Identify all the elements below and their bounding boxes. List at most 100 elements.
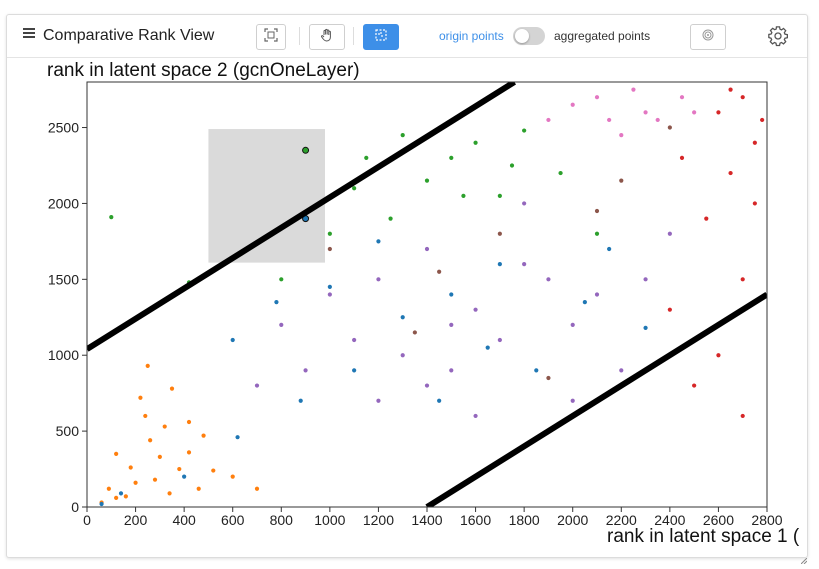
panel-header: Comparative Rank View origin points aggr… — [7, 15, 807, 58]
resize-handle[interactable] — [800, 551, 808, 569]
data-point — [352, 368, 357, 373]
y-axis-label: rank in latent space 2 (gcnOneLayer) — [47, 60, 360, 81]
x-tick-label: 1200 — [363, 512, 394, 528]
data-point — [274, 299, 279, 305]
data-point — [352, 186, 357, 191]
y-tick-label: 2500 — [48, 120, 79, 136]
x-tick-label: 1600 — [460, 512, 491, 528]
data-point — [449, 368, 454, 373]
data-point — [167, 491, 172, 496]
data-point — [279, 277, 284, 282]
data-point — [327, 246, 332, 252]
x-tick-label: 2200 — [606, 512, 637, 528]
data-point — [570, 398, 575, 403]
data-point — [607, 246, 612, 252]
data-point — [643, 277, 648, 282]
data-point — [509, 163, 515, 168]
data-point — [133, 480, 138, 485]
data-point — [400, 353, 405, 358]
data-point — [106, 486, 111, 491]
data-point — [546, 277, 551, 282]
origin-points-label[interactable]: origin points — [439, 29, 504, 43]
data-point — [704, 216, 709, 221]
data-point — [177, 466, 182, 472]
data-point — [196, 486, 201, 491]
data-point — [752, 201, 757, 206]
hand-icon — [320, 28, 334, 47]
data-point — [254, 486, 260, 491]
scatter-chart[interactable]: 0 200 400 600 800 1000 1200 1400 1600 1800 2000 220… — [7, 15, 807, 557]
data-point — [327, 231, 332, 236]
pan-button[interactable] — [309, 24, 345, 50]
data-point — [327, 284, 332, 290]
data-point — [211, 468, 216, 473]
target-button[interactable] — [690, 24, 726, 50]
data-point — [740, 277, 745, 282]
target-icon — [701, 28, 715, 47]
reference-line — [87, 82, 517, 352]
data-point — [376, 277, 381, 282]
data-point — [201, 433, 206, 438]
y-tick-label: 1000 — [48, 347, 79, 363]
data-point — [279, 322, 284, 327]
reference-line — [425, 291, 767, 507]
data-point — [364, 155, 369, 160]
data-point — [667, 231, 672, 236]
axes-layer: 0 200 400 600 800 1000 1200 1400 1600 1800 2000 220… — [48, 120, 783, 528]
data-point — [667, 307, 672, 312]
data-point — [376, 398, 381, 403]
data-point — [412, 330, 417, 335]
data-point — [643, 110, 648, 115]
box-select-icon — [374, 28, 388, 47]
data-point — [497, 231, 502, 236]
settings-button[interactable] — [767, 25, 789, 52]
x-tick-label: 0 — [83, 512, 91, 528]
data-point — [497, 262, 502, 267]
menu-icon[interactable] — [23, 28, 35, 40]
data-point — [449, 155, 454, 160]
data-point — [182, 474, 187, 479]
data-point — [157, 454, 162, 460]
data-point — [497, 337, 502, 343]
data-point — [716, 353, 721, 358]
fit-frame-icon — [264, 27, 278, 47]
data-point — [619, 133, 624, 138]
data-point — [424, 246, 430, 252]
data-point — [152, 477, 158, 482]
aggregated-points-label[interactable]: aggregated points — [554, 29, 651, 43]
data-point — [594, 231, 600, 236]
y-tick-label: 500 — [56, 423, 80, 439]
data-point — [485, 345, 490, 350]
plot-frame — [86, 81, 768, 508]
data-point — [728, 170, 733, 176]
box-select-button[interactable] — [363, 24, 399, 50]
data-point — [461, 193, 466, 198]
y-tick-label: 0 — [71, 499, 79, 515]
data-point — [123, 494, 128, 499]
panel-title: Comparative Rank View — [43, 27, 215, 44]
data-point — [619, 368, 624, 373]
data-point — [400, 315, 405, 320]
data-point — [128, 465, 133, 470]
x-axis-label: rank in latent space 1 ( — [607, 526, 800, 547]
data-point — [522, 201, 527, 206]
zoom-fit-button[interactable] — [256, 24, 286, 50]
data-point — [118, 491, 124, 496]
data-point — [143, 413, 148, 419]
plot-border — [86, 81, 768, 508]
data-point — [109, 214, 114, 220]
data-point — [230, 337, 235, 343]
x-tick-label: 2600 — [703, 512, 734, 528]
data-point — [655, 117, 660, 123]
data-point — [522, 262, 527, 267]
data-point — [449, 292, 454, 297]
y-tick-label: 1500 — [48, 271, 79, 287]
points-mode-toggle[interactable] — [513, 27, 545, 45]
data-point — [692, 383, 697, 388]
data-point — [388, 216, 393, 221]
data-point — [752, 140, 757, 145]
data-point — [497, 193, 502, 198]
data-point — [667, 125, 672, 130]
data-point — [679, 155, 685, 160]
x-tick-label: 2800 — [751, 512, 782, 528]
